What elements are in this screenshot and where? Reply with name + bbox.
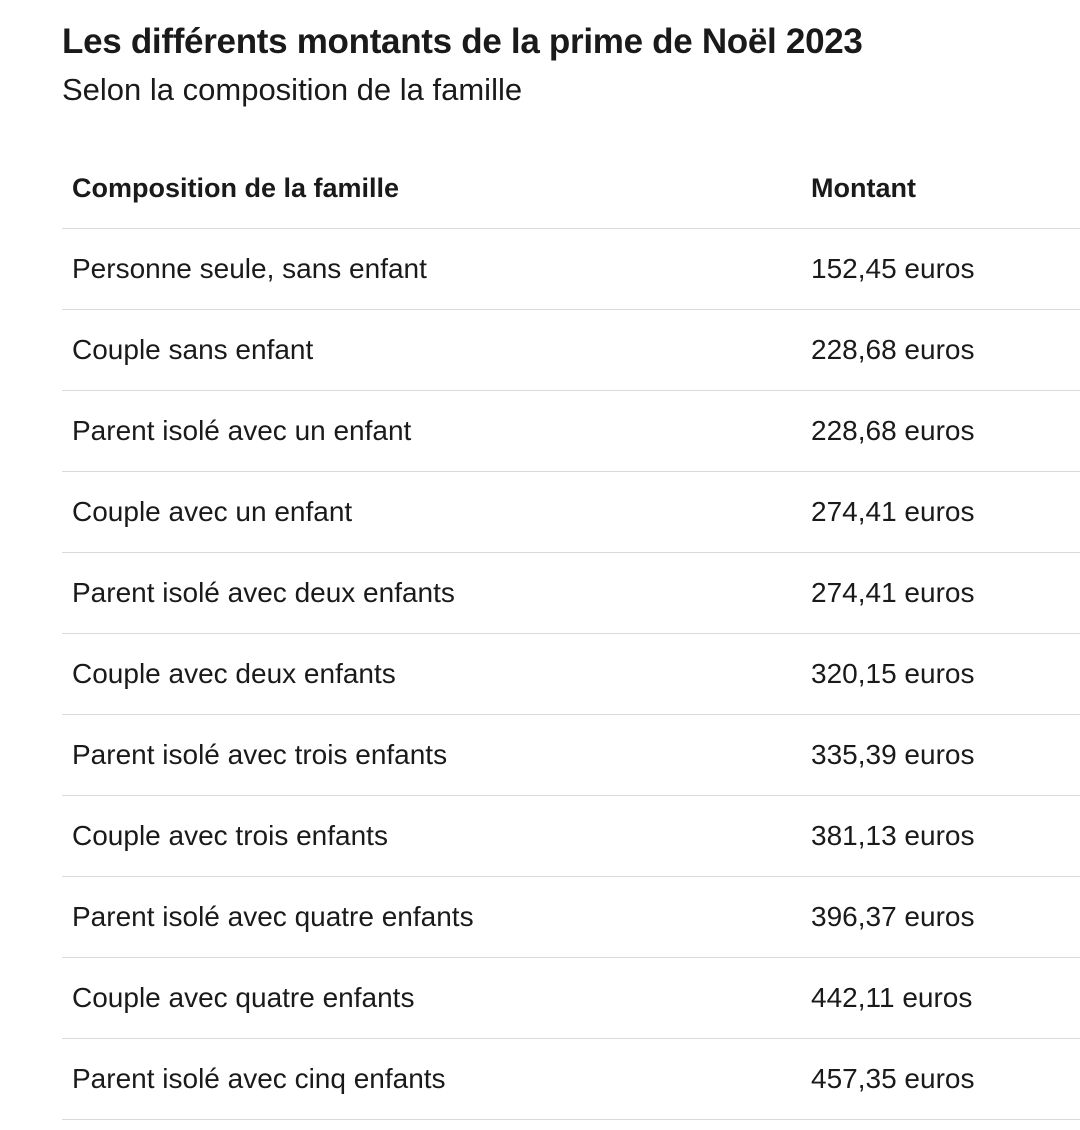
cell-amount: 274,41 euros xyxy=(811,552,1080,634)
chart-subtitle: Selon la composition de la famille xyxy=(62,72,523,107)
table-row: Couple avec quatre enfants 442,11 euros xyxy=(62,957,1080,1039)
cell-composition: Couple avec quatre enfants xyxy=(62,957,811,1039)
cell-amount: 442,11 euros xyxy=(811,957,1080,1039)
cell-amount: 396,37 euros xyxy=(811,876,1080,958)
table-row: Couple sans enfant 228,68 euros xyxy=(62,309,1080,391)
cell-amount: 335,39 euros xyxy=(811,714,1080,796)
table-row: Couple avec un enfant 274,41 euros xyxy=(62,471,1080,553)
table-row: Parent isolé avec un enfant 228,68 euros xyxy=(62,390,1080,472)
table-row: Personne seule, sans enfant 152,45 euros xyxy=(62,228,1080,310)
cell-amount: 381,13 euros xyxy=(811,795,1080,877)
table-row: Couple avec trois enfants 381,13 euros xyxy=(62,795,1080,877)
cell-amount: 320,15 euros xyxy=(811,633,1080,715)
cell-amount: 152,45 euros xyxy=(811,228,1080,310)
cell-amount: 228,68 euros xyxy=(811,309,1080,391)
cell-composition: Parent isolé avec un enfant xyxy=(62,390,811,472)
table-row: Couple avec deux enfants 320,15 euros xyxy=(62,633,1080,715)
cell-composition: Couple avec trois enfants xyxy=(62,795,811,877)
cell-composition: Couple avec deux enfants xyxy=(62,633,811,715)
table-row: Parent isolé avec quatre enfants 396,37 e… xyxy=(62,876,1080,958)
data-table: Composition de la famille Montant Person… xyxy=(62,148,1080,1120)
cell-composition: Parent isolé avec trois enfants xyxy=(62,714,811,796)
cell-composition: Parent isolé avec quatre enfants xyxy=(62,876,811,958)
cell-amount: 228,68 euros xyxy=(811,390,1080,472)
table-row: Parent isolé avec deux enfants 274,41 eur… xyxy=(62,552,1080,634)
cell-composition: Personne seule, sans enfant xyxy=(62,228,811,310)
column-header-composition: Composition de la famille xyxy=(62,148,811,229)
chart-title: Les différents montants de la prime de N… xyxy=(62,22,863,61)
column-header-amount: Montant xyxy=(811,148,1080,229)
cell-composition: Parent isolé avec cinq enfants xyxy=(62,1038,811,1120)
cell-amount: 457,35 euros xyxy=(811,1038,1080,1120)
cell-composition: Parent isolé avec deux enfants xyxy=(62,552,811,634)
table-header-row: Composition de la famille Montant xyxy=(62,148,1080,229)
table-row: Parent isolé avec cinq enfants 457,35 eur… xyxy=(62,1038,1080,1120)
table-row: Parent isolé avec trois enfants 335,39 eu… xyxy=(62,714,1080,796)
cell-amount: 274,41 euros xyxy=(811,471,1080,553)
cell-composition: Couple sans enfant xyxy=(62,309,811,391)
cell-composition: Couple avec un enfant xyxy=(62,471,811,553)
table-body: Personne seule, sans enfant 152,45 euros C… xyxy=(62,228,1080,1120)
table-header: Composition de la famille Montant xyxy=(62,148,1080,229)
